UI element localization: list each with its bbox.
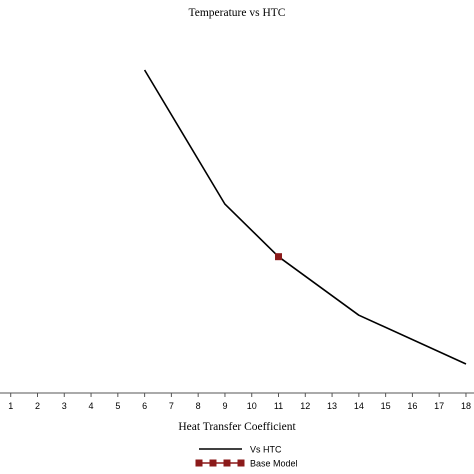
x-tick-label: 17	[434, 401, 444, 411]
x-tick-label: 16	[407, 401, 417, 411]
series-line-vs-htc	[143, 69, 467, 365]
x-tick-label: 14	[354, 401, 364, 411]
x-tick-label: 3	[62, 401, 67, 411]
x-tick-label: 13	[327, 401, 337, 411]
legend-marker-base-model	[223, 459, 231, 467]
x-tick-label: 2	[35, 401, 40, 411]
x-tick-label: 6	[142, 401, 147, 411]
x-tick-label: 5	[115, 401, 120, 411]
x-tick-label: 11	[274, 401, 283, 411]
legend-swatch-base-model	[195, 459, 245, 467]
x-tick-label: 4	[89, 401, 94, 411]
x-tick-label: 10	[247, 401, 257, 411]
x-tick-label: 15	[381, 401, 391, 411]
x-tick-label: 18	[461, 401, 471, 411]
x-axis: 1 2 3 4 5 6 7 8 9 10 11 12 13 14 15 16 17 18	[0, 392, 474, 411]
legend-marker-base-model	[195, 459, 203, 467]
legend-marker-base-model	[209, 459, 217, 467]
x-tick-label: 1	[8, 401, 13, 411]
legend-label-vs-htc: Vs HTC	[250, 445, 282, 455]
x-tick-label: 7	[169, 401, 174, 411]
x-tick-label: 12	[300, 401, 310, 411]
legend-label-base-model: Base Model	[250, 459, 298, 469]
base-model-point	[275, 253, 283, 261]
chart-title: Temperature vs HTC	[189, 7, 286, 19]
x-tick-label: 9	[222, 401, 227, 411]
plot-area	[143, 69, 467, 365]
x-tick-label: 8	[196, 401, 201, 411]
legend: Vs HTC Base Model	[195, 445, 298, 469]
x-axis-label: Heat Transfer Coefficient	[178, 421, 296, 433]
legend-marker-base-model	[237, 459, 245, 467]
